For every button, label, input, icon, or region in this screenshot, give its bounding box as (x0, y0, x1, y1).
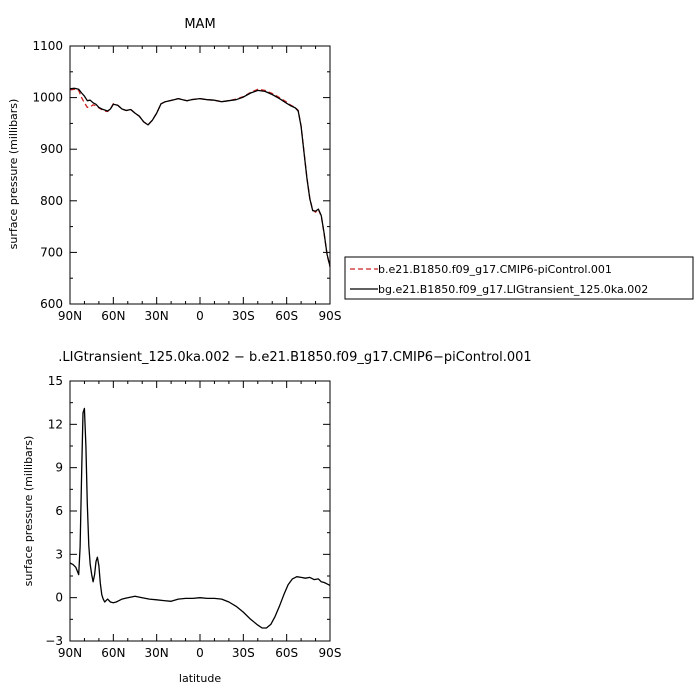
bottom-chart-y-axis-title: surface pressure (millibars) (22, 436, 35, 587)
legend-label-LIGtransient: bg.e21.B1850.f09_g17.LIGtransient_125.0k… (378, 283, 648, 296)
top-chart: MAM surface pressure (millibars) 90N 60N 3… (7, 17, 341, 323)
top-chart-y-tick-label: 1100 (32, 39, 63, 53)
bottom-chart-x-tick-label: 60S (275, 646, 298, 660)
top-chart-y-tick-label: 1000 (32, 91, 63, 105)
bottom-chart-y-tick-label: 9 (55, 461, 63, 475)
top-chart-y-tick-label: 700 (40, 245, 63, 259)
top-chart-x-tick-label: 90N (58, 309, 82, 323)
top-chart-ticks: 90N 60N 30N 0 30S 60S 90S 600 700 800 900 1000 1100 (32, 39, 341, 323)
bottom-chart-y-tick-label: 0 (55, 591, 63, 605)
top-chart-y-tick-label: 600 (40, 297, 63, 311)
bottom-chart-y-tick-label: 15 (48, 374, 63, 388)
bottom-chart-y-tick-label: 3 (55, 547, 63, 561)
top-chart-title: MAM (184, 17, 215, 32)
top-chart-x-tick-label: 60S (275, 309, 298, 323)
bottom-chart-y-tick-label: 12 (48, 417, 63, 431)
top-chart-series-line-2 (69, 87, 331, 267)
bottom-chart: .LIGtransient_125.0ka.002 − b.e21.B1850.… (22, 350, 532, 685)
bottom-chart-plot-frame (69, 380, 331, 642)
top-chart-y-tick-label: 900 (40, 142, 63, 156)
top-chart-series (69, 87, 331, 267)
bottom-chart-series-line-1 (69, 407, 331, 629)
bottom-chart-x-tick-label: 0 (196, 646, 204, 660)
bottom-chart-y-tick-label: −3 (45, 634, 63, 648)
bottom-chart-title: .LIGtransient_125.0ka.002 − b.e21.B1850.… (58, 350, 531, 365)
bottom-chart-x-tick-label: 90N (58, 646, 82, 660)
top-chart-x-tick-label: 90S (319, 309, 342, 323)
top-chart-x-tick-label: 0 (196, 309, 204, 323)
top-chart-y-tick-label: 800 (40, 194, 63, 208)
top-chart-x-tick-label: 30N (145, 309, 169, 323)
top-chart-x-tick-label: 60N (101, 309, 125, 323)
legend: b.e21.B1850.f09_g17.CMIP6-piControl.001 … (344, 256, 694, 300)
top-chart-plot-frame (69, 45, 331, 305)
bottom-chart-x-tick-label: 30N (145, 646, 169, 660)
top-chart-x-tick-label: 30S (232, 309, 255, 323)
top-chart-y-axis-title: surface pressure (millibars) (7, 99, 20, 250)
legend-box (344, 256, 694, 300)
bottom-chart-x-tick-label: 30S (232, 646, 255, 660)
bottom-chart-x-tick-label: 90S (319, 646, 342, 660)
bottom-chart-ticks: 90N 60N 30N 0 30S 60S 90S −3 0 3 6 9 12 15 (45, 374, 341, 660)
bottom-chart-series (69, 407, 331, 629)
legend-label-piControl: b.e21.B1850.f09_g17.CMIP6-piControl.001 (378, 263, 612, 276)
bottom-chart-x-axis-title: latitude (179, 672, 221, 685)
bottom-chart-x-tick-label: 60N (101, 646, 125, 660)
top-chart-series-line-1 (69, 88, 331, 267)
bottom-chart-y-tick-label: 6 (55, 504, 63, 518)
